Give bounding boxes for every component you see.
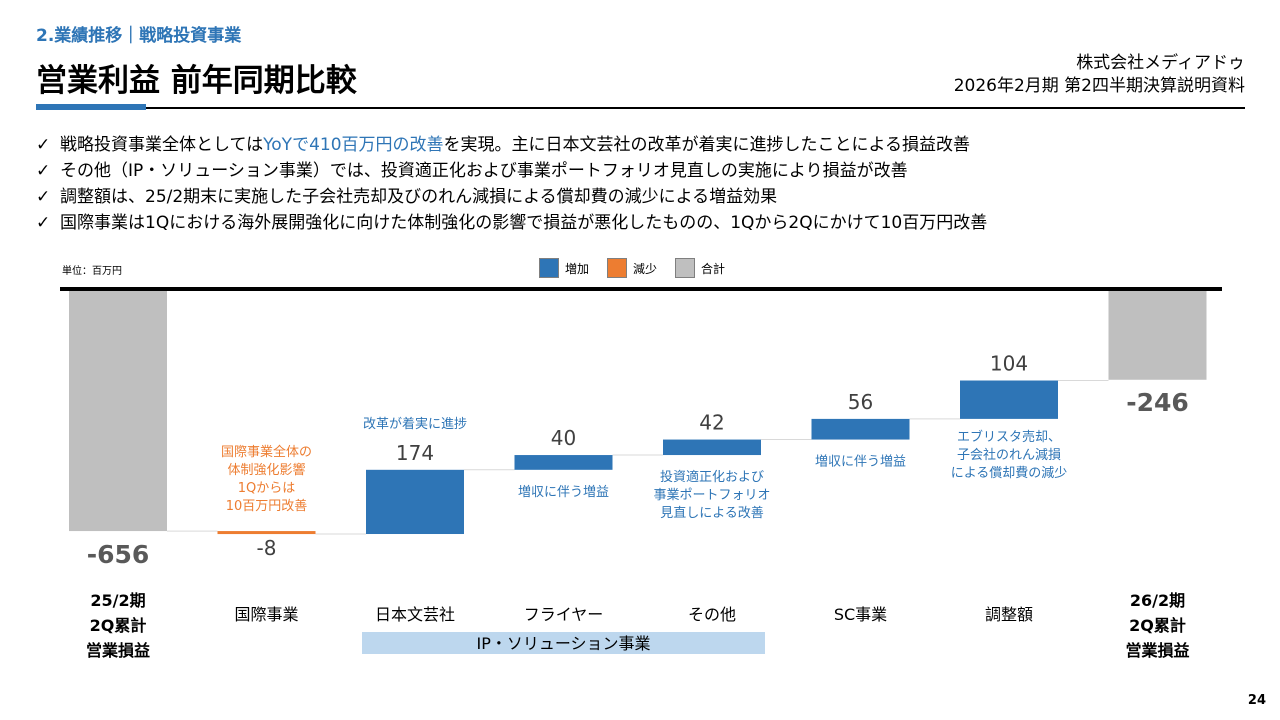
data-label-4: 40	[551, 426, 576, 450]
bullet-item: ✓ 戦略投資事業全体としてはYoYで410百万円の改善を実現。主に日本文芸社の改革…	[36, 132, 987, 158]
category-label-5: その他	[688, 605, 736, 624]
legend-swatch-increase	[539, 258, 559, 278]
bullet-list: ✓ 戦略投資事業全体としてはYoYで410百万円の改善を実現。主に日本文芸社の改革…	[36, 132, 987, 236]
data-label-6: 56	[848, 390, 873, 414]
category-label-3: 日本文芸社	[375, 605, 455, 624]
category-label-1: 25/2期 2Q累計営業損益	[86, 591, 150, 660]
bar-4	[514, 455, 613, 470]
bar-5	[663, 439, 761, 456]
bar-1	[69, 289, 167, 532]
category-label-8: 26/2期 2Q累計営業損益	[1125, 591, 1189, 660]
section-label: 2.業績推移｜戦略投資事業	[36, 26, 242, 46]
bar-8	[1108, 289, 1207, 380]
bar-6	[811, 418, 910, 440]
bar-3	[366, 469, 464, 535]
bullet-item: ✓ その他（IP・ソリューション事業）では、投資適正化および事業ポートフォリオ見直…	[36, 158, 987, 184]
annotation-2: 国際事業全体の体制強化影響 1Qからは 10百万円改善	[221, 444, 312, 514]
annotation-3: 改革が着実に進捗	[363, 416, 467, 432]
group-band-label: IP・ソリューション事業	[476, 634, 650, 653]
group-band	[362, 632, 765, 654]
checkmark-icon: ✓	[36, 213, 51, 233]
bar-7	[960, 380, 1058, 419]
category-label-2: 国際事業	[234, 605, 298, 624]
checkmark-icon: ✓	[36, 187, 51, 207]
annotation-4: 増収に伴う増益	[518, 485, 609, 500]
bar-2	[217, 531, 316, 535]
bullet-item: ✓ 調整額は、25/2期末に実施した子会社売却及びのれん減損による償却費の減少によ…	[36, 184, 987, 210]
category-label-7: 調整額	[985, 605, 1033, 624]
legend-decrease: 減少	[607, 258, 657, 278]
category-label-6: SC事業	[834, 605, 887, 624]
page-number: 24	[1247, 693, 1266, 708]
document-name: 2026年2月期 第2四半期決算説明資料	[953, 76, 1245, 96]
header-accent-bar	[36, 104, 146, 110]
data-label-2: -8	[257, 536, 277, 560]
annotation-7: エブリスタ売却、子会社のれん減損による償却費の減少	[951, 429, 1068, 481]
data-label-1: -656	[87, 540, 150, 569]
checkmark-icon: ✓	[36, 135, 51, 155]
data-label-7: 104	[990, 352, 1028, 376]
highlight-text: YoYで410百万円の改善	[263, 135, 444, 155]
legend-swatch-decrease	[607, 258, 628, 278]
annotation-6: 増収に伴う増益	[815, 455, 906, 470]
data-label-8: -246	[1126, 388, 1189, 417]
legend-swatch-total	[675, 258, 696, 278]
legend-total: 合計	[675, 258, 725, 278]
data-label-3: 174	[396, 441, 434, 465]
category-label-4: フライヤー	[524, 605, 604, 624]
data-label-5: 42	[699, 411, 724, 435]
annotation-5: 投資適正化および事業ポートフォリオ見直しによる改善	[653, 469, 770, 521]
unit-label: 単位：百万円	[62, 266, 122, 277]
chart-legend: 増加 減少 合計	[539, 258, 743, 278]
company-name: 株式会社メディアドゥ	[1076, 53, 1245, 73]
page-title: 営業利益 前年同期比較	[36, 63, 357, 99]
bullet-item: ✓ 国際事業は1Qにおける海外展開強化に向けた体制強化の影響で損益が悪化したものの…	[36, 210, 987, 236]
legend-increase: 増加	[539, 258, 589, 278]
header-rule	[36, 107, 1245, 109]
checkmark-icon: ✓	[36, 161, 51, 181]
